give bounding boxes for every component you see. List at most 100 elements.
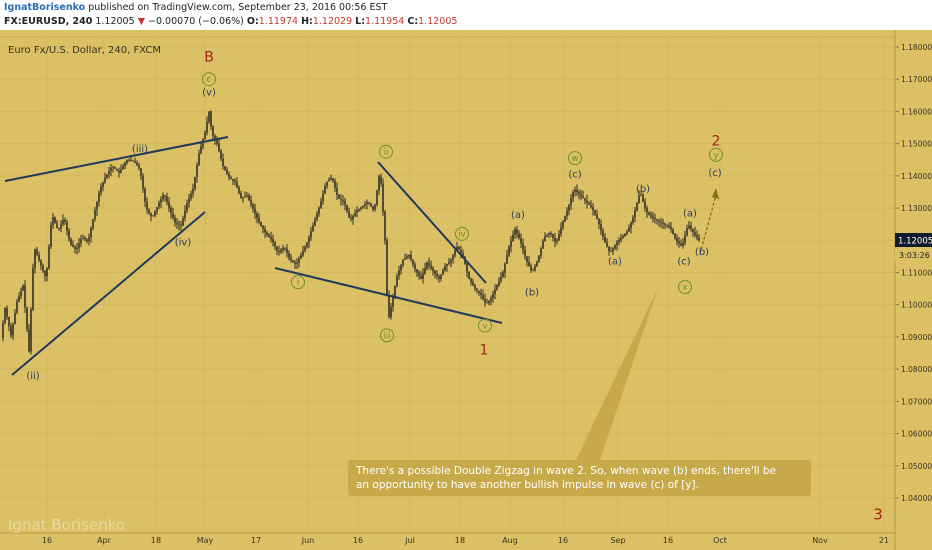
- candle-body: [468, 271, 470, 279]
- candle-body: [72, 244, 74, 247]
- candle-body: [316, 213, 318, 220]
- candle-body: [396, 275, 398, 287]
- candle-body: [600, 224, 602, 231]
- candle-body: [532, 270, 534, 272]
- wave-label: v: [482, 322, 487, 332]
- candle-body: [430, 265, 432, 269]
- wave-label: y: [713, 151, 718, 161]
- candle-body: [386, 240, 388, 296]
- symbol-label: FX:EURUSD, 240: [4, 16, 93, 27]
- candle-body: [452, 255, 454, 260]
- candle-body: [312, 225, 314, 232]
- candle-body: [156, 206, 158, 212]
- low-label: L:: [355, 16, 366, 27]
- candle-body: [462, 253, 464, 257]
- candle-body: [544, 236, 546, 241]
- candle-body: [394, 286, 396, 297]
- trendline-lower-left[interactable]: [11, 211, 206, 376]
- candle-body: [52, 217, 54, 226]
- trendline-triangle-upper[interactable]: [377, 161, 487, 284]
- candle-body: [276, 246, 278, 252]
- time-tick-label: Jun: [301, 536, 315, 545]
- candle-body: [416, 269, 418, 273]
- candle-body: [322, 193, 324, 202]
- candle-body: [370, 203, 372, 207]
- candle-body: [210, 111, 212, 127]
- candle-body: [592, 206, 594, 211]
- candle-body: [556, 240, 558, 242]
- candle-body: [282, 247, 284, 250]
- candle-body: [360, 207, 362, 209]
- candle-body: [272, 239, 274, 243]
- candle-body: [424, 268, 426, 274]
- candle-body: [510, 240, 512, 247]
- candle-body: [442, 270, 444, 275]
- callout-text-line-2: an opportunity to have another bullish i…: [356, 479, 699, 491]
- candle-body: [300, 255, 302, 259]
- time-tick-label: Aug: [502, 536, 518, 545]
- candle-body: [230, 177, 232, 180]
- ohlc-line: FX:EURUSD, 240 1.12005 ▼ −0.00070 (−0.06…: [4, 16, 457, 27]
- candle-body: [250, 199, 252, 205]
- candle-body: [596, 214, 598, 219]
- candle-body: [68, 230, 70, 240]
- candle-body: [382, 183, 384, 212]
- time-tick-label: 16: [42, 536, 52, 545]
- time-tick-label: 17: [251, 536, 261, 545]
- author-link[interactable]: IgnatBorisenko: [4, 2, 86, 13]
- candle-body: [436, 273, 438, 277]
- candle-body: [590, 204, 592, 207]
- candle-body: [640, 195, 642, 196]
- candle-body: [554, 237, 556, 242]
- candle-body: [294, 262, 296, 264]
- wave-label-circle: [380, 328, 394, 343]
- candle-body: [136, 162, 138, 166]
- candle-body: [538, 255, 540, 262]
- price-chart[interactable]: Euro Fx/U.S. Dollar, 240, FXCM Ignat Bor…: [0, 30, 932, 550]
- candle-body: [652, 216, 654, 219]
- candle-body: [216, 139, 218, 144]
- open-value: 1.11974: [258, 16, 299, 27]
- candle-body: [130, 160, 132, 162]
- candle-body: [674, 233, 676, 239]
- candle-body: [26, 307, 28, 330]
- trendline-triangle-lower[interactable]: [274, 267, 503, 324]
- candle-body: [168, 202, 170, 209]
- candle-body: [458, 246, 460, 250]
- candle-body: [88, 237, 90, 242]
- candle-body: [518, 233, 520, 239]
- trendline-upper-left[interactable]: [4, 136, 229, 182]
- candle-body: [368, 202, 370, 204]
- price-tick-label: 1.18000: [901, 43, 932, 52]
- chart-area[interactable]: Euro Fx/U.S. Dollar, 240, FXCM Ignat Bor…: [0, 30, 932, 550]
- candle-body: [560, 227, 562, 234]
- candle-body: [666, 224, 668, 226]
- wave-label-circle: [202, 72, 216, 87]
- price-tick-label: 1.13000: [901, 204, 932, 213]
- candle-body: [428, 262, 430, 266]
- price-tag-box: [895, 233, 932, 247]
- candle-body: [530, 266, 532, 271]
- candle-body: [12, 324, 14, 336]
- candle-body: [476, 288, 478, 291]
- wave-label: (v): [202, 88, 216, 99]
- candle-body: [8, 317, 10, 327]
- price-tick-label: 1.16000: [901, 107, 932, 116]
- candle-body: [656, 219, 658, 221]
- candle-body: [478, 290, 480, 293]
- candle-body: [548, 233, 550, 235]
- candle-body: [630, 222, 632, 228]
- candle-body: [482, 295, 484, 299]
- candle-body: [164, 195, 166, 197]
- candle-body: [304, 246, 306, 252]
- candle-body: [564, 216, 566, 222]
- candle-body: [558, 233, 560, 241]
- candle-body: [246, 195, 248, 197]
- price-tick-label: 1.11000: [901, 269, 932, 278]
- candle-body: [298, 258, 300, 263]
- callout-box[interactable]: [348, 460, 811, 496]
- wave-label: (c): [708, 168, 721, 179]
- candle-body: [16, 301, 18, 313]
- candle-body: [680, 243, 682, 246]
- candle-body: [178, 223, 180, 225]
